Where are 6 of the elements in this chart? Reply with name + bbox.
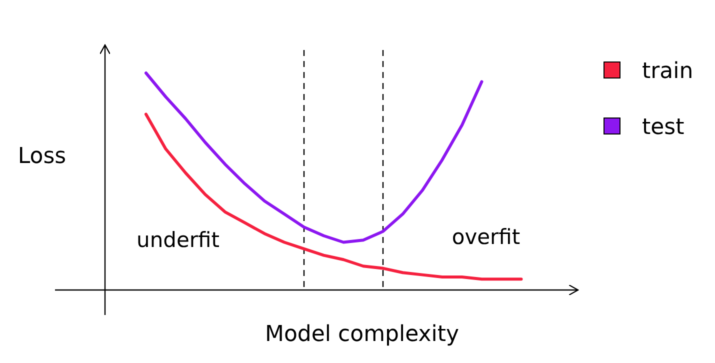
x-axis-title: Model complexity xyxy=(264,322,460,347)
annotation: overfit xyxy=(452,225,520,249)
legend-label: test xyxy=(642,115,685,140)
y-axis-title: Loss xyxy=(18,144,66,169)
annotation: underfit xyxy=(136,228,220,252)
legend-label: train xyxy=(642,59,694,84)
